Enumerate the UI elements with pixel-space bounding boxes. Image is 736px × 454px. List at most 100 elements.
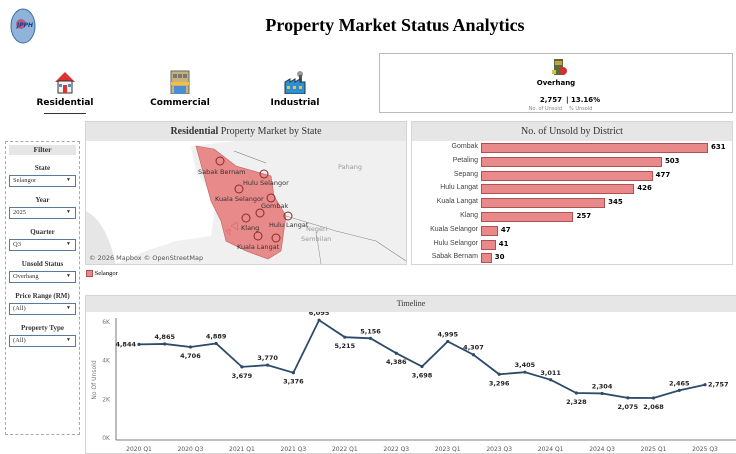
data-point (420, 364, 424, 369)
data-label: 3,376 (283, 378, 304, 386)
data-point (471, 353, 476, 357)
bar-row: Klang 257 (412, 212, 732, 222)
bar-row: Sepang 477 (412, 170, 732, 181)
filter-select[interactable]: 2025 (9, 207, 76, 219)
district-label: Klang (241, 224, 259, 232)
x-tick-label: 2025 Q1 (641, 446, 667, 453)
bar-value: 30 (494, 253, 505, 262)
data-label: 2,328 (566, 398, 587, 406)
timeline-panel: Timeline 0K 2K 4K 6K No Of Unsold 2020 Q1 2020… (85, 295, 736, 454)
overhang-building-icon (552, 59, 567, 75)
data-point (163, 342, 167, 346)
data-label: 3,296 (489, 379, 510, 387)
nav-commercial[interactable]: Commercial (140, 70, 220, 108)
overhang-label: Overhang (536, 79, 576, 87)
bar-row: Petaling 503 (412, 156, 732, 167)
bar-value: 345 (608, 198, 623, 207)
data-label: 3,698 (412, 372, 433, 380)
data-point (266, 363, 270, 367)
bar-value: 477 (655, 170, 671, 179)
logo: JPPH (10, 8, 36, 44)
district-chart-title: No. of Unsold by District (412, 122, 732, 141)
overhang-card: Overhang 2,757 | 13.16% No. of Unsold % … (379, 53, 733, 113)
district-label: Kuala Langat (237, 243, 280, 251)
bar-row: Hulu Langat 426 (412, 184, 732, 195)
data-point (703, 383, 707, 387)
data-point (651, 396, 656, 400)
x-tick-label: 2023 Q1 (435, 446, 461, 453)
bar-label: Kuala Selangor (430, 225, 478, 233)
bar-label: Kuala Langat (436, 198, 478, 206)
nav-label: Commercial (150, 98, 210, 108)
filter-label: Property Type (21, 324, 64, 332)
data-label: 6,095 (309, 312, 330, 317)
region-label: Negeri (306, 225, 328, 233)
bar[interactable] (481, 198, 606, 209)
filter-select[interactable]: Selangor (9, 175, 76, 187)
shop-building-icon (170, 70, 190, 94)
unsold-count: 2,757 (539, 96, 562, 104)
unsold-count-label: No. of Unsold (528, 106, 562, 112)
bar[interactable] (481, 184, 635, 195)
data-label: 4,386 (386, 358, 407, 366)
map-title: Residential Property Market by State (86, 122, 406, 141)
district-label: Hulu Selangor (243, 179, 289, 187)
data-point (317, 318, 321, 322)
bar[interactable] (481, 239, 496, 250)
x-tick-label: 2021 Q3 (281, 446, 307, 453)
x-tick-label: 2021 Q1 (229, 446, 255, 453)
filter-select[interactable]: Overhang (9, 271, 76, 283)
filter-label: Unsold Status (21, 260, 64, 268)
bar-label: Hulu Langat (440, 184, 478, 192)
data-label: 3,011 (540, 369, 561, 377)
unsold-pct: | 13.16% (566, 96, 601, 104)
map[interactable]: Pahang Negeri Sembilan Sabak Bernam Hulu… (86, 141, 406, 264)
data-point (240, 365, 244, 369)
x-tick-label: 2020 Q3 (178, 446, 204, 453)
bar-label: Gombak (451, 143, 478, 150)
data-point (574, 391, 578, 395)
bar-label: Klang (460, 212, 478, 219)
filter-select[interactable]: (All) (9, 335, 76, 347)
bar-value: 257 (576, 212, 592, 220)
district-label: Hulu Langat (269, 221, 309, 229)
region-label: Pahang (338, 163, 362, 171)
bar[interactable] (481, 156, 662, 167)
bar[interactable] (481, 225, 498, 236)
data-point (626, 396, 630, 400)
nav-label: Residential (36, 98, 94, 108)
bar-label: Sabak Bernam (431, 253, 478, 261)
filter-select[interactable]: Q3 (9, 239, 76, 251)
x-tick-label: 2024 Q1 (538, 446, 564, 453)
nav-residential[interactable]: Residential (25, 70, 105, 114)
map-attribution: © 2026 Mapbox © OpenStreetMap (89, 254, 203, 262)
legend-label: Selangor (94, 270, 118, 278)
bar[interactable] (481, 143, 708, 153)
filter-select[interactable]: (All) (9, 303, 76, 315)
bar[interactable] (481, 212, 574, 222)
data-point (549, 378, 553, 382)
bar[interactable] (481, 170, 653, 181)
filter-label: Quarter (30, 228, 55, 236)
data-point (446, 339, 450, 344)
district-panel: No. of Unsold by District Gombak 631 Pet… (411, 121, 733, 265)
bar-value: 426 (637, 184, 652, 193)
data-label: 4,844 (115, 340, 136, 348)
data-label: 5,156 (360, 327, 381, 335)
data-point (214, 341, 218, 346)
district-label: Gombak (261, 202, 288, 210)
data-label: 2,068 (643, 403, 664, 411)
unsold-pct-label: % Unsold (569, 106, 593, 112)
data-point (600, 391, 604, 396)
map-panel: Residential Property Market by State Pah… (85, 121, 407, 265)
bar-value: 41 (498, 239, 509, 248)
data-point (677, 388, 681, 392)
bar[interactable] (481, 253, 492, 264)
bar-row: Kuala Selangor 47 (412, 225, 732, 236)
bar-row: Kuala Langat 345 (412, 198, 732, 209)
legend-swatch (86, 270, 93, 278)
district-label: Sabak Bernam (198, 168, 246, 176)
nav-industrial[interactable]: Industrial (255, 70, 335, 108)
filter-title: Filter (9, 145, 76, 155)
data-point (394, 351, 398, 355)
